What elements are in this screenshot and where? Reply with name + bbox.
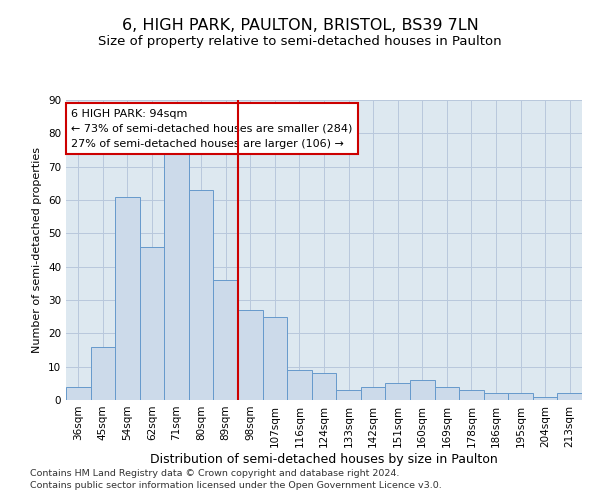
Bar [312, 374, 336, 400]
Bar [238, 310, 263, 400]
Bar [214, 280, 238, 400]
Text: 6 HIGH PARK: 94sqm
← 73% of semi-detached houses are smaller (284)
27% of semi-d: 6 HIGH PARK: 94sqm ← 73% of semi-detache… [71, 109, 353, 148]
Bar [410, 380, 434, 400]
Bar [385, 384, 410, 400]
Y-axis label: Number of semi-detached properties: Number of semi-detached properties [32, 147, 43, 353]
Bar [164, 154, 189, 400]
Text: 6, HIGH PARK, PAULTON, BRISTOL, BS39 7LN: 6, HIGH PARK, PAULTON, BRISTOL, BS39 7LN [122, 18, 478, 32]
Text: Size of property relative to semi-detached houses in Paulton: Size of property relative to semi-detach… [98, 35, 502, 48]
Bar [140, 246, 164, 400]
Bar [189, 190, 214, 400]
Bar [66, 386, 91, 400]
Bar [91, 346, 115, 400]
Bar [361, 386, 385, 400]
Bar [287, 370, 312, 400]
Bar [508, 394, 533, 400]
Bar [115, 196, 140, 400]
Bar [557, 394, 582, 400]
Text: Contains HM Land Registry data © Crown copyright and database right 2024.: Contains HM Land Registry data © Crown c… [30, 468, 400, 477]
X-axis label: Distribution of semi-detached houses by size in Paulton: Distribution of semi-detached houses by … [150, 452, 498, 466]
Bar [533, 396, 557, 400]
Bar [336, 390, 361, 400]
Text: Contains public sector information licensed under the Open Government Licence v3: Contains public sector information licen… [30, 481, 442, 490]
Bar [459, 390, 484, 400]
Bar [434, 386, 459, 400]
Bar [263, 316, 287, 400]
Bar [484, 394, 508, 400]
